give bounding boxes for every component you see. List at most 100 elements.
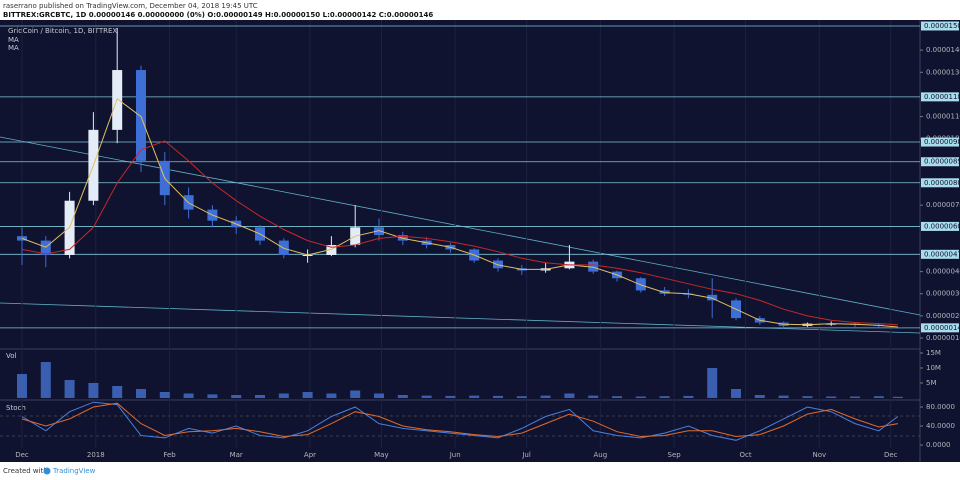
volume-bar — [207, 394, 218, 398]
level-label: 0.00001509 — [924, 22, 960, 30]
y-tick-label: 0.00000700 — [926, 201, 960, 209]
level-box — [921, 137, 959, 147]
volume-bar — [850, 396, 861, 398]
x-tick-label: Apr — [304, 451, 316, 459]
volume-bar — [16, 374, 27, 398]
volume-bar — [350, 390, 361, 398]
volume-bar — [778, 395, 789, 398]
volume-bar — [88, 383, 99, 398]
volume-bar — [135, 389, 146, 398]
level-label: 0.00000604 — [924, 222, 960, 230]
volume-bar — [588, 395, 599, 398]
candle-body — [707, 294, 718, 301]
trendline — [0, 136, 921, 316]
y-tick-label: 40.0000 — [926, 422, 955, 430]
x-tick-label: Dec — [884, 451, 898, 459]
chart-background — [0, 20, 960, 462]
volume-bar — [397, 395, 408, 398]
level-label: 0.00000985 — [924, 138, 960, 146]
x-tick-label: Jul — [521, 451, 531, 459]
x-tick-label: Feb — [163, 451, 176, 459]
y-tick-label: 5M — [926, 379, 937, 387]
y-tick-label: 0.00001300 — [926, 68, 960, 76]
x-tick-label: 2018 — [87, 451, 105, 459]
volume-bar — [183, 393, 194, 398]
x-tick-label: Aug — [594, 451, 608, 459]
published-line: raserrano published on TradingView.com, … — [3, 2, 258, 10]
level-label: 0.00000478 — [924, 250, 960, 258]
stoch-line — [21, 402, 898, 438]
y-tick-label: 0.00001400 — [926, 46, 960, 54]
volume-bar — [873, 396, 884, 398]
x-tick-label: May — [374, 451, 388, 459]
level-box — [921, 221, 959, 231]
y-tick-label: 10M — [926, 364, 941, 372]
volume-bar — [112, 386, 123, 398]
volume-bar — [159, 392, 170, 398]
y-tick-label: 80.0000 — [926, 403, 955, 411]
candle-body — [135, 70, 146, 161]
x-tick-label: Jun — [449, 451, 461, 459]
symbol-line: BITTREX:GRCBTC, 1D 0.00000146 0.00000000… — [3, 11, 433, 19]
footer-brand: TradingView — [52, 467, 96, 475]
volume-bar — [326, 393, 337, 398]
volume-bar — [892, 396, 903, 398]
volume-bar — [421, 395, 432, 398]
ma-line — [21, 140, 898, 326]
stoch-line — [21, 401, 899, 441]
volume-bar — [635, 396, 646, 398]
x-tick-label: Nov — [812, 451, 826, 459]
volume-bar — [493, 395, 504, 398]
candle-body — [40, 240, 51, 255]
volume-bar — [231, 395, 242, 398]
volume-bar — [255, 395, 266, 398]
volume-bar — [278, 393, 289, 398]
level-box — [921, 157, 959, 167]
pane-title: Stoch — [6, 404, 26, 412]
volume-bar — [707, 368, 718, 398]
level-label: 0.00001189 — [924, 93, 960, 101]
candle-body — [683, 293, 694, 295]
volume-bar — [374, 393, 385, 398]
volume-bar — [612, 396, 623, 398]
level-label: 0.00000146 — [924, 324, 960, 332]
y-tick-label: 0.0000 — [926, 441, 951, 449]
volume-bar — [826, 396, 837, 398]
volume-bar — [754, 395, 765, 398]
candle-body — [588, 261, 599, 272]
x-tick-label: Oct — [739, 451, 751, 459]
candle-body — [326, 245, 337, 255]
candle-body — [892, 327, 903, 329]
y-tick-label: 15M — [926, 349, 941, 357]
level-label: 0.00000896 — [924, 158, 960, 166]
x-tick-label: Dec — [15, 451, 29, 459]
y-tick-label: 0.00000400 — [926, 268, 960, 276]
candle-body — [659, 290, 670, 294]
volume-bar — [802, 396, 813, 398]
x-tick-label: Mar — [230, 451, 243, 459]
legend-entry: MA — [8, 36, 19, 44]
candle-body — [374, 227, 385, 236]
volume-bar — [40, 362, 51, 398]
y-tick-label: 0.00000200 — [926, 312, 960, 320]
level-box — [921, 323, 959, 333]
y-tick-label: 0.00000300 — [926, 290, 960, 298]
volume-bar — [469, 395, 480, 398]
candle-body — [635, 278, 646, 291]
level-box — [921, 178, 959, 188]
volume-bar — [564, 393, 575, 398]
legend-entry: MA — [8, 44, 19, 52]
candle-body — [16, 236, 27, 241]
logo — [43, 467, 51, 475]
volume-bar — [683, 395, 694, 398]
y-tick-label: 0.00001100 — [926, 113, 960, 121]
ma-line — [21, 97, 898, 328]
volume-bar — [731, 389, 742, 398]
volume-bar — [302, 392, 313, 398]
chart-title: GridCoin / Bitcoin, 1D, BITTREX — [8, 27, 117, 35]
candle-body — [397, 235, 408, 241]
pane-title: Vol — [6, 352, 17, 360]
footer-text: Created with — [3, 467, 48, 475]
level-box — [921, 21, 959, 31]
